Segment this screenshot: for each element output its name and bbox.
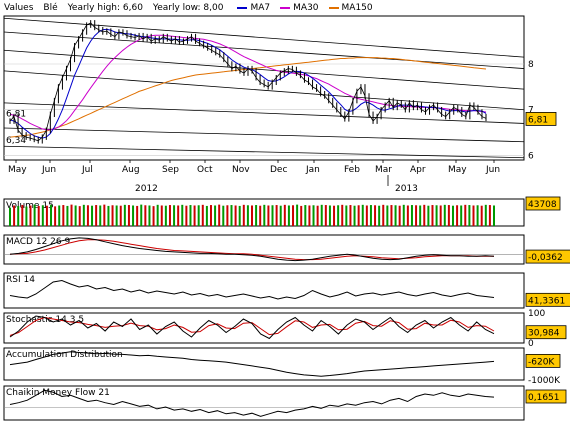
- price-last-value-box: [525, 112, 557, 126]
- symbol-label: Blé: [43, 3, 58, 13]
- macd-signal-line: [9, 239, 494, 261]
- chart-header: Values Blé Yearly high: 6,60 Yearly low:…: [4, 2, 383, 14]
- legend-ma30: MA30: [280, 3, 319, 13]
- legend-ma7-swatch: [237, 6, 248, 9]
- month-label: Nov: [232, 165, 250, 175]
- month-label: Jun: [41, 165, 56, 175]
- price-line: [9, 22, 487, 142]
- volume-last-value-box: [525, 196, 561, 211]
- month-label: May: [8, 165, 27, 175]
- month-label: Mar: [375, 165, 392, 175]
- accumulation-distribution-last-value-box: [525, 353, 561, 368]
- month-label: Feb: [344, 165, 360, 175]
- legend-ma30-label: MA30: [293, 3, 319, 13]
- month-label: Aug: [122, 165, 140, 175]
- rsi-line: [9, 279, 495, 300]
- month-label: Jun: [485, 165, 500, 175]
- month-label: Sep: [162, 165, 179, 175]
- trend-channel-line: [3, 31, 525, 69]
- price-y-tick: 7: [528, 106, 534, 116]
- chaikin-money-flow-line: [9, 389, 495, 417]
- price-left-label-high: 6,81: [6, 109, 26, 119]
- yearly-high-label: Yearly high: 6,60: [67, 3, 143, 13]
- legend-ma150-label: MA150: [341, 3, 373, 13]
- stochastic-last-value-box: [525, 325, 567, 340]
- ma30-line: [9, 34, 487, 131]
- accumulation-distribution-title: Accumulation Distribution: [6, 350, 123, 360]
- stochastic-14-3-5-panel: [3, 312, 525, 344]
- price-y-tick: 8: [528, 60, 534, 70]
- year-label-2012: 2012: [135, 184, 158, 194]
- macd-last-value-box: [525, 249, 570, 264]
- macd-last-value-text: -0,0362: [528, 253, 563, 263]
- legend-ma150-swatch: [328, 6, 339, 9]
- values-label: Values: [4, 3, 34, 13]
- yearly-low-label: Yearly low: 8,00: [152, 3, 224, 13]
- chaikin-money-flow-21-title: Chaikin Money Flow 21: [6, 388, 110, 398]
- stochastic-14-3-5-title: Stochastic 14 3 5: [6, 315, 84, 325]
- month-label: Oct: [197, 165, 213, 175]
- month-label: May: [448, 165, 467, 175]
- trend-channel-line: [3, 49, 525, 90]
- month-label: Apr: [410, 165, 426, 175]
- accumulation-distribution-line: [9, 351, 495, 377]
- price-left-label-low: 6,34: [6, 136, 26, 146]
- macd-line: [9, 237, 495, 262]
- trend-channel-line: [3, 102, 525, 124]
- month-label: Dec: [270, 165, 287, 175]
- price-last-value-text: 6,81: [528, 115, 548, 125]
- rsi-last-value-text: 41,3361: [528, 296, 565, 306]
- price-y-tick: 6: [528, 151, 534, 161]
- chaikin-money-flow-last-value-text: 0,1651: [528, 393, 560, 403]
- volume-last-value-text: 43708: [528, 200, 557, 210]
- trend-channel-line: [3, 145, 525, 159]
- legend-ma7: MA7: [237, 3, 270, 13]
- legend-ma7-label: MA7: [250, 3, 271, 13]
- month-label: Jan: [305, 165, 320, 175]
- macd-12-26-9-panel: [3, 234, 525, 265]
- legend-ma150: MA150: [328, 3, 373, 13]
- stochastic-y-tick-0: 0: [528, 339, 534, 349]
- stochastic-last-value-text: 30,984: [528, 329, 560, 339]
- chaikin-money-flow-21-panel: [3, 385, 525, 421]
- legend-ma30-swatch: [280, 6, 291, 9]
- trend-channel-line: [3, 127, 525, 143]
- accumulation-distribution-last-value-text: -620K: [528, 357, 555, 367]
- accumulation-distribution-y-tick: -1000K: [528, 376, 561, 386]
- stochastic-d-line: [9, 316, 495, 336]
- stochastic-k-line: [9, 315, 495, 340]
- chaikin-money-flow-last-value-box: [525, 389, 567, 404]
- macd-12-26-9-title: MACD 12 26 9: [6, 237, 70, 247]
- rsi-14-title: RSI 14: [6, 275, 35, 285]
- rsi-last-value-box: [525, 292, 570, 307]
- stochastic-y-tick-100: 100: [528, 309, 545, 319]
- month-label: Jul: [81, 165, 93, 175]
- rsi-14-panel: [3, 272, 525, 309]
- year-label-2013: 2013: [395, 184, 418, 194]
